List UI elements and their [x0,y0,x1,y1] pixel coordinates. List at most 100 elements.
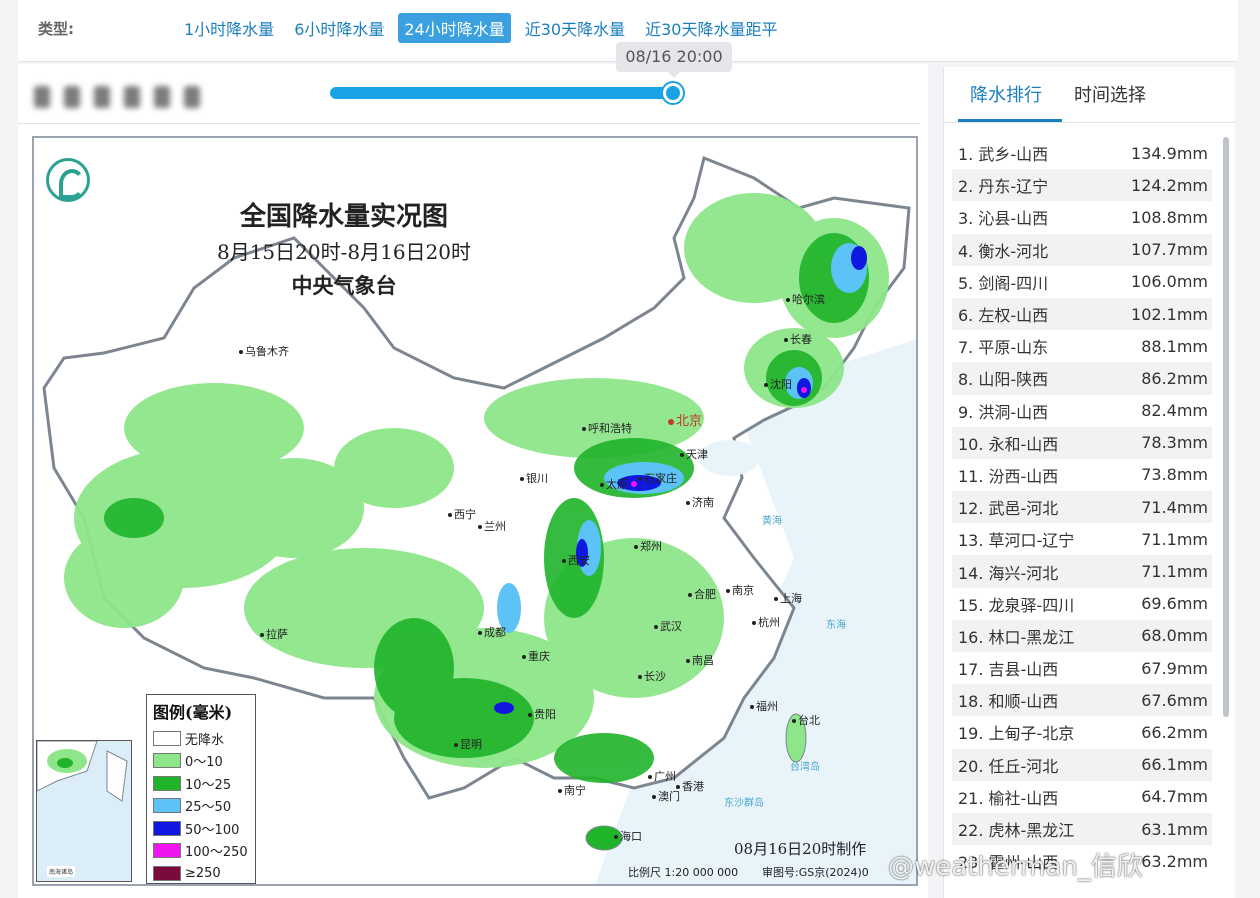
ranking-row[interactable]: 9. 洪洞-山西 82.4mm [952,395,1212,427]
tab-30d-anomaly[interactable]: 近30天降水量距平 [645,20,778,39]
tab-24h-precip[interactable]: 24小时降水量 [398,13,511,43]
city-guiyang: 贵阳 [528,706,556,722]
legend-label: 0～10 [185,755,223,771]
ranking-row[interactable]: 15. 龙泉驿-四川 69.6mm [952,588,1212,620]
ranking-row[interactable]: 21. 榆社-山西 64.7mm [952,781,1212,813]
ranking-row[interactable]: 12. 武邑-河北 71.4mm [952,491,1212,524]
station-name: 5. 剑阁-四川 [958,273,1049,293]
tab-6h-precip[interactable]: 6小时降水量 [294,20,385,39]
city-taiyuan: 太原 [600,476,628,492]
sea-label-dongsha: 东沙群岛 [724,798,764,809]
city-jinan: 济南 [686,494,714,510]
tab-precip-ranking[interactable]: 降水排行 [970,85,1042,106]
legend-item: 50～100 [153,817,249,840]
station-name: 7. 平原-山东 [958,338,1049,358]
map-period: 8月15日20时-8月16日20时 [216,240,471,264]
station-name: 6. 左权-山西 [958,306,1049,326]
station-name: 21. 榆社-山西 [958,788,1059,808]
legend-swatch [153,753,181,769]
city-hohhot: 呼和浩特 [582,420,632,436]
precip-value: 108.8mm [1131,207,1208,227]
city-fuzhou: 福州 [750,698,778,714]
legend-item: 10～25 [153,772,249,795]
station-name: 19. 上甸子-北京 [958,724,1075,744]
legend-swatch [153,798,181,814]
ranking-row[interactable]: 16. 林口-黑龙江 68.0mm [952,619,1212,652]
city-shenyang: 沈阳 [764,376,792,392]
map-legend: 图例(毫米) 无降水 0～10 10～25 25～50 50～100 100～2… [146,694,256,884]
bohai-sea [699,440,759,476]
city-zhengzhou: 郑州 [634,538,662,554]
precip-value: 106.0mm [1131,272,1208,292]
legend-swatch [153,775,181,791]
precip-value: 67.9mm [1141,658,1208,678]
blurred-label [34,84,234,110]
ranking-row[interactable]: 17. 吉县-山西 67.9mm [952,652,1212,684]
active-tab-indicator [958,119,1062,122]
station-name: 18. 和顺-山西 [958,692,1059,712]
ranking-row[interactable]: 3. 沁县-山西 108.8mm [952,201,1212,233]
ranking-row[interactable]: 8. 山阳-陕西 86.2mm [952,362,1212,395]
city-changchun: 长春 [784,331,812,347]
ranking-row[interactable]: 22. 虎林-黑龙江 63.1mm [952,812,1212,846]
map-scale: 比例尺 1:20 000 000 [628,866,739,879]
ranking-row[interactable]: 23. 霍州-山西 63.2mm [952,845,1212,877]
precip-value: 63.2mm [1141,851,1208,871]
map-agency: 中央气象台 [291,273,397,298]
station-name: 14. 海兴-河北 [958,563,1059,583]
city-shijiazhuang: 石家庄 [638,470,677,486]
city-hongkong: 香港 [676,778,704,794]
type-tabs: 1小时降水量 6小时降水量 24小时降水量 近30天降水量 近30天降水量距平 [178,13,784,43]
ranking-tabs: 降水排行 时间选择 [944,67,1236,123]
ranking-row[interactable]: 7. 平原-山东 88.1mm [952,330,1212,362]
ranking-row[interactable]: 14. 海兴-河北 71.1mm [952,555,1212,588]
ranking-row[interactable]: 10. 永和-山西 78.3mm [952,426,1212,459]
ranking-list[interactable]: 1. 武乡-山西 134.9mm 2. 丹东-辽宁 124.2mm 3. 沁县-山西 10… [952,137,1212,897]
city-haikou: 海口 [614,828,642,844]
precipitation-map[interactable]: 全国降水量实况图 8月15日20时-8月16日20时 中央气象台 乌鲁木齐 哈尔… [32,136,918,886]
divider [18,123,920,124]
ranking-row[interactable]: 6. 左权-山西 102.1mm [952,297,1212,331]
ranking-row[interactable]: 1. 武乡-山西 134.9mm [952,137,1212,169]
time-slider-track[interactable] [330,87,675,99]
ranking-row[interactable]: 11. 汾西-山西 73.8mm [952,459,1212,491]
sea-label-taiwan: 台湾岛 [790,762,820,773]
ranking-row[interactable]: 2. 丹东-辽宁 124.2mm [952,169,1212,202]
ranking-row[interactable]: 13. 草河口-辽宁 71.1mm [952,523,1212,555]
ranking-row[interactable]: 4. 衡水-河北 107.7mm [952,233,1212,266]
map-panel: 08/16 20:00 [18,42,928,898]
city-beijing: 北京 [668,410,702,429]
precip-value: 71.1mm [1141,562,1208,582]
city-macau: 澳门 [652,788,680,804]
precip-value: 78.3mm [1141,433,1208,453]
ranking-row[interactable]: 5. 剑阁-四川 106.0mm [952,266,1212,298]
rain-100-250 [631,387,807,487]
precip-value: 134.9mm [1131,143,1208,163]
time-slider-thumb[interactable] [663,83,683,103]
tab-1h-precip[interactable]: 1小时降水量 [184,20,275,39]
city-xian: 西安 [562,552,590,568]
ranking-row[interactable]: 19. 上甸子-北京 66.2mm [952,716,1212,748]
city-kunming: 昆明 [454,736,482,752]
city-chengdu: 成都 [478,624,506,640]
precip-value: 71.4mm [1141,497,1208,517]
station-name: 15. 龙泉驿-四川 [958,595,1075,615]
ranking-row[interactable]: 20. 任丘-河北 66.1mm [952,748,1212,781]
tab-time-select[interactable]: 时间选择 [1074,85,1146,106]
legend-label: 25～50 [185,800,232,816]
ranking-row[interactable]: 18. 和顺-山西 67.6mm [952,684,1212,717]
legend-label: 10～25 [185,777,232,793]
ranking-scrollbar[interactable] [1223,137,1229,717]
city-shanghai: 上海 [774,590,802,606]
precip-value: 124.2mm [1131,175,1208,195]
precip-value: 86.2mm [1141,368,1208,388]
station-name: 4. 衡水-河北 [958,241,1049,261]
legend-swatch [153,865,181,881]
legend-swatch [153,843,181,859]
review-number: 审图号:GS京(2024)0 [762,866,869,879]
station-name: 12. 武邑-河北 [958,499,1059,519]
tab-30d-precip[interactable]: 近30天降水量 [524,20,626,39]
city-harbin: 哈尔滨 [786,291,825,307]
city-urumqi: 乌鲁木齐 [239,343,289,359]
ranking-panel: 降水排行 时间选择 1. 武乡-山西 134.9mm 2. 丹东-辽宁 124.2mm… [943,67,1236,898]
